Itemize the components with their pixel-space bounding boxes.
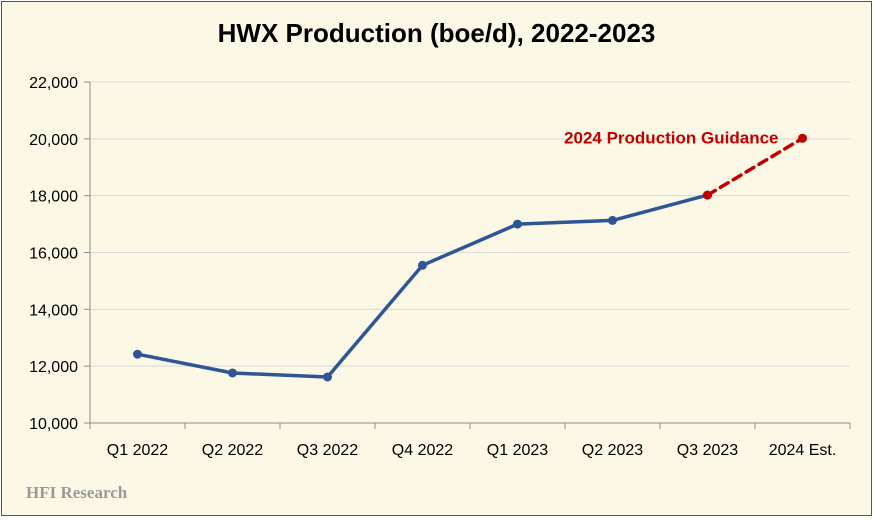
y-tick-label: 14,000 (29, 302, 78, 319)
axes (84, 81, 851, 429)
data-point (703, 190, 712, 200)
x-tick-label: Q2 2022 (202, 442, 263, 459)
y-tick-label: 10,000 (29, 416, 78, 433)
grid-lines (90, 81, 850, 367)
data-point (608, 215, 617, 225)
data-point (323, 372, 332, 382)
series-lines (133, 133, 807, 382)
y-tick-label: 20,000 (29, 132, 78, 149)
series-line-1 (705, 136, 805, 197)
y-tick-label: 18,000 (29, 189, 78, 206)
annotations: 2024 Production Guidance (564, 128, 778, 147)
annotation-guidance: 2024 Production Guidance (564, 128, 778, 147)
y-tick-label: 12,000 (29, 359, 78, 376)
data-point (513, 219, 522, 229)
watermark: HFI Research (26, 483, 128, 502)
chart-title: HWX Production (boe/d), 2022-2023 (217, 18, 656, 48)
data-point (133, 349, 142, 359)
x-tick-label: Q4 2022 (392, 442, 453, 459)
x-tick-label: Q2 2023 (582, 442, 643, 459)
x-tick-label: 2024 Est. (769, 442, 837, 459)
y-tick-label: 16,000 (29, 246, 78, 263)
data-point (798, 133, 807, 143)
x-tick-label: Q3 2023 (677, 442, 738, 459)
x-tick-label: Q3 2022 (297, 442, 358, 459)
y-tick-label: 22,000 (29, 75, 78, 92)
x-tick-label: Q1 2022 (107, 442, 168, 459)
series-line-0 (135, 193, 710, 379)
data-point (418, 260, 427, 270)
x-tick-label: Q1 2023 (487, 442, 548, 459)
tick-labels: 10,000 12,000 14,000 16,000 18,000 20,000 22,0… (29, 75, 836, 459)
data-point (228, 368, 237, 378)
